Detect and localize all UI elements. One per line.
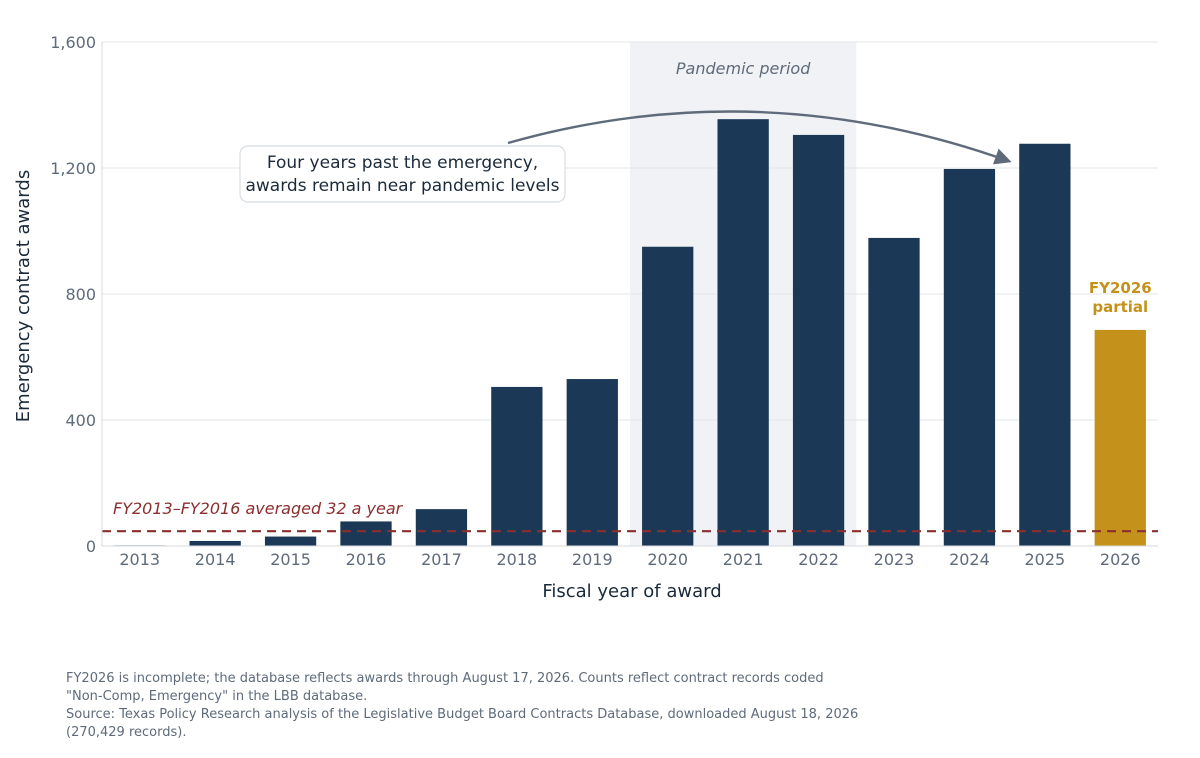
- footnotes: FY2026 is incomplete; the database refle…: [66, 670, 966, 742]
- x-tick-label: 2025: [1024, 550, 1065, 569]
- x-tick-label: 2018: [496, 550, 537, 569]
- bar-2019: [566, 379, 618, 546]
- x-tick-label: 2020: [647, 550, 688, 569]
- footnote-line: (270,429 records).: [66, 725, 187, 740]
- x-tick-label: 2019: [572, 550, 613, 569]
- y-tick-label: 0: [86, 537, 96, 556]
- x-tick-label: 2014: [195, 550, 236, 569]
- bar-2025: [1019, 143, 1071, 546]
- average-line-label: FY2013–FY2016 averaged 32 a year: [113, 499, 404, 518]
- x-tick-label: 2024: [949, 550, 990, 569]
- annotation-text: Four years past the emergency,: [267, 153, 538, 173]
- x-tick-label: 2026: [1100, 550, 1141, 569]
- bar-2026: [1094, 329, 1146, 546]
- bar-2020: [642, 246, 694, 546]
- x-tick-label: 2021: [723, 550, 764, 569]
- y-tick-label: 1,200: [50, 159, 96, 178]
- x-tick-label: 2023: [874, 550, 915, 569]
- pandemic-band-label: Pandemic period: [676, 59, 811, 78]
- bar-2017: [415, 509, 468, 546]
- y-tick-label: 1,600: [50, 33, 96, 52]
- partial-label: partial: [1092, 298, 1148, 316]
- bar-2016: [340, 521, 392, 546]
- y-tick-label: 800: [65, 285, 96, 304]
- footnote-line: FY2026 is incomplete; the database refle…: [66, 671, 824, 686]
- bar-2021: [717, 119, 769, 547]
- footnote-line: "Non-Comp, Emergency" in the LBB databas…: [66, 689, 368, 704]
- bar-2014: [189, 540, 241, 546]
- bar-2024: [943, 168, 996, 546]
- x-tick-label: 2015: [270, 550, 311, 569]
- annotation-box: [239, 145, 566, 203]
- footnote-line: Source: Texas Policy Research analysis o…: [66, 707, 859, 722]
- y-tick-label: 400: [65, 411, 96, 430]
- x-axis-title: Fiscal year of award: [542, 581, 721, 602]
- bar-2022: [792, 134, 845, 547]
- y-axis-title: Emergency contract awards: [13, 170, 34, 422]
- bar-2023: [868, 237, 920, 546]
- x-tick-label: 2013: [119, 550, 160, 569]
- x-tick-label: 2022: [798, 550, 839, 569]
- x-tick-label: 2017: [421, 550, 462, 569]
- annotation-arrow: [507, 110, 1012, 165]
- bar-chart: Pandemic period FY2013–FY2016 averaged 3…: [13, 33, 1158, 602]
- partial-label: FY2026: [1089, 279, 1152, 297]
- x-tick-label: 2016: [346, 550, 387, 569]
- bar-2018: [491, 386, 543, 546]
- annotation-text: awards remain near pandemic levels: [245, 176, 559, 196]
- bar-2015: [264, 536, 317, 546]
